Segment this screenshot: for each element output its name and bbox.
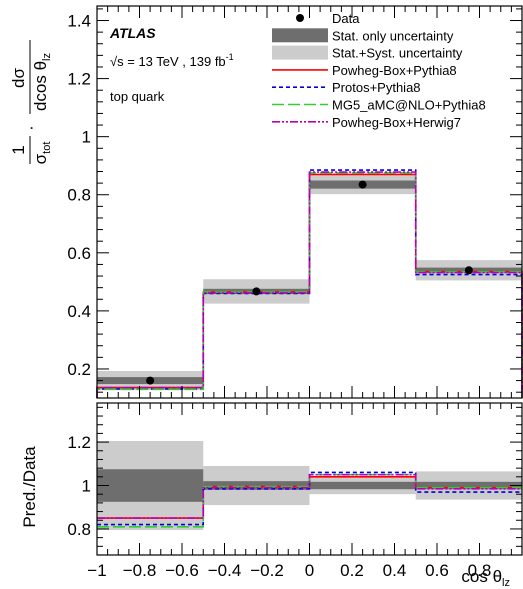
ratio-x-ticks — [96, 403, 523, 555]
x-tick-label-5: 0 — [305, 561, 314, 580]
ratio-stat-bin-1 — [203, 481, 310, 490]
main-y-tick-label-3: 0.8 — [67, 186, 91, 205]
ratio-stat-band — [97, 469, 522, 502]
ratio-line-3 — [97, 473, 522, 519]
ylabel-frac-den: σtot — [31, 142, 53, 165]
x-tick-label-7: 0.4 — [383, 561, 407, 580]
legend-label-5: MG5_aMC@NLO+Pythia8 — [332, 98, 486, 113]
main-y-tick-label-2: 0.6 — [67, 244, 91, 263]
ylabel-dot: · — [21, 125, 40, 131]
main-y-tick-label-5: 1.2 — [67, 70, 91, 89]
legend-label-2: Stat.+Syst. uncertainty — [332, 46, 463, 61]
data-point-3 — [464, 266, 473, 275]
legend-label-3: Powheg-Box+Pythia8 — [332, 63, 457, 78]
legend-swatch-2 — [272, 45, 328, 60]
ratio-panel: 0.8 1 1.2 Pred./Data −1 −0.8 −0.6 −0.4 −0.2 0 0.… — [20, 402, 523, 589]
x-tick-label-2: −0.6 — [165, 561, 199, 580]
ratio-y-tick-label-1: 1 — [82, 477, 91, 496]
particle-label: top quark — [110, 89, 165, 104]
energy-label: √s = 13 TeV , 139 fb-1 — [110, 52, 234, 69]
main-x-ticks — [96, 6, 523, 398]
x-tick-labels: −1 −0.8 −0.6 −0.4 −0.2 0 0.2 0.4 0.6 0.8 — [87, 561, 491, 580]
data-point-2 — [358, 180, 367, 189]
main-y-tick-label-1: 0.4 — [67, 302, 91, 321]
main-y-tick-label-0: 0.2 — [67, 360, 91, 379]
ylabel-deriv-den: dcos θlz — [31, 53, 53, 111]
main-y-tick-label-4: 1 — [82, 128, 91, 147]
ratio-y-axis-title: Pred./Data — [20, 446, 39, 528]
main-panel: 0.2 0.4 0.6 0.8 1 1.2 1.4 ATLAS √s = 13 TeV , … — [9, 5, 523, 399]
ylabel-deriv-num: dσ — [9, 68, 28, 88]
data-point-0 — [146, 376, 155, 385]
atlas-label: ATLAS — [109, 25, 156, 41]
legend-label-1: Stat. only uncertainty — [332, 28, 454, 43]
legend-label-6: Powheg-Box+Herwig7 — [332, 115, 461, 130]
legend-swatch-1 — [272, 28, 328, 43]
ratio-stat-bin-3 — [415, 481, 522, 490]
ratio-prediction-lines — [97, 471, 522, 528]
legend-label-4: Protos+Pythia8 — [332, 80, 421, 95]
main-prediction-lines — [96, 169, 523, 398]
x-tick-label-3: −0.4 — [208, 561, 242, 580]
ratio-stat-bin-2 — [309, 481, 416, 490]
main-y-ticks: 0.2 0.4 0.6 0.8 1 1.2 1.4 — [67, 8, 522, 393]
ylabel-frac-num: 1 — [9, 145, 28, 154]
main-y-axis-title: 1 σtot · dσ dcos θlz — [9, 40, 53, 164]
ratio-y-tick-label-2: 1.2 — [67, 433, 91, 452]
main-y-tick-label-6: 1.4 — [67, 12, 91, 31]
ratio-stat-bin-0 — [97, 469, 204, 502]
legend: Data Stat. only uncertainty Stat.+Syst. un… — [272, 11, 486, 130]
x-tick-label-4: −0.2 — [250, 561, 284, 580]
data-point-1 — [252, 287, 261, 296]
x-tick-label-1: −0.8 — [123, 561, 157, 580]
x-tick-label-0: −1 — [87, 561, 106, 580]
x-tick-label-6: 0.2 — [340, 561, 364, 580]
legend-label-0: Data — [332, 11, 360, 26]
ratio-y-ticks: 0.8 1 1.2 — [67, 406, 522, 556]
x-axis-title: cos θlz — [461, 567, 510, 589]
x-tick-label-8: 0.6 — [425, 561, 449, 580]
ratio-y-tick-label-0: 0.8 — [67, 520, 91, 539]
x-tick-label-9: 0.8 — [468, 561, 492, 580]
legend-marker-0 — [296, 14, 304, 22]
main-data-points — [146, 180, 473, 385]
